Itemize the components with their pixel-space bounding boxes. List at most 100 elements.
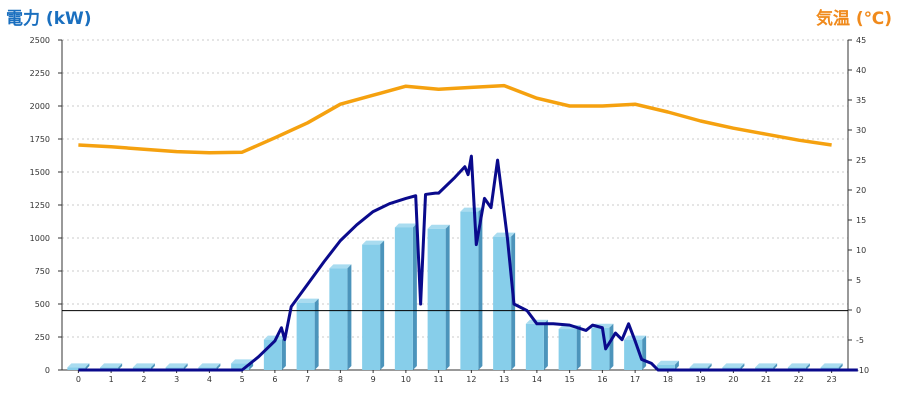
bar-top [231, 359, 254, 364]
bar-side [642, 335, 647, 370]
bar [493, 236, 512, 370]
left-tick-label: 750 [35, 267, 50, 276]
bar-side [838, 363, 843, 370]
power-line [78, 154, 858, 372]
right-tick-label: -5 [856, 336, 864, 345]
left-axis-title: 電力 (kW) [6, 9, 92, 29]
right-tick-label: 20 [856, 186, 866, 195]
x-tick-label: 21 [761, 375, 771, 384]
bar-top [787, 363, 810, 368]
right-tick-label: 25 [856, 156, 866, 165]
x-tick-label: 10 [401, 375, 411, 384]
right-tick-label: -10 [856, 366, 869, 375]
x-tick-label: 15 [565, 375, 575, 384]
bar-side [707, 363, 712, 370]
x-tick-label: 12 [466, 375, 476, 384]
bar-side [183, 363, 188, 370]
left-tick-label: 1750 [30, 135, 50, 144]
x-tick-label: 8 [338, 375, 343, 384]
bar-top [362, 240, 385, 245]
bar-side [85, 363, 90, 370]
bar-side [412, 223, 417, 370]
bar-side [740, 363, 745, 370]
left-tick-label: 1000 [30, 234, 50, 243]
bar [67, 367, 86, 370]
bar-side [347, 264, 352, 370]
bar-side [216, 363, 221, 370]
x-tick-label: 19 [696, 375, 706, 384]
right-tick-label: 15 [856, 216, 866, 225]
bar-top [165, 363, 188, 368]
bar-top [689, 363, 712, 368]
bar-side [445, 224, 450, 370]
x-tick-label: 4 [207, 375, 212, 384]
x-tick-label: 18 [663, 375, 673, 384]
left-tick-label: 2250 [30, 69, 50, 78]
bar-top [656, 360, 679, 365]
left-tick-label: 1500 [30, 168, 50, 177]
bar-side [773, 363, 778, 370]
bar-side [314, 298, 319, 370]
bar-top [427, 224, 450, 229]
left-tick-label: 500 [35, 300, 50, 309]
x-tick-label: 20 [728, 375, 738, 384]
bar [558, 329, 577, 370]
x-tick-label: 16 [597, 375, 607, 384]
left-tick-label: 2000 [30, 102, 50, 111]
x-tick-label: 0 [76, 375, 81, 384]
bar [460, 211, 479, 370]
bar-top [198, 363, 221, 368]
bar-top [755, 363, 778, 368]
bar-side [478, 207, 483, 370]
bar-side [576, 325, 581, 370]
bar [329, 268, 348, 370]
bar-side [674, 360, 679, 370]
bar-top [493, 232, 516, 237]
right-tick-label: 5 [856, 276, 861, 285]
bar-top [820, 363, 843, 368]
x-tick-label: 11 [434, 375, 444, 384]
x-tick-label: 1 [109, 375, 114, 384]
left-tick-label: 250 [35, 333, 50, 342]
bar-top [394, 223, 417, 228]
x-tick-label: 17 [630, 375, 640, 384]
x-tick-label: 9 [371, 375, 376, 384]
right-tick-label: 30 [856, 126, 866, 135]
x-tick-label: 13 [499, 375, 509, 384]
right-tick-label: 40 [856, 66, 866, 75]
bar-side [609, 323, 614, 370]
x-tick-label: 7 [305, 375, 310, 384]
x-tick-label: 23 [827, 375, 837, 384]
x-tick-label: 5 [240, 375, 245, 384]
bar-top [722, 363, 745, 368]
right-tick-label: 0 [856, 306, 861, 315]
left-tick-label: 1250 [30, 201, 50, 210]
bar [525, 323, 544, 370]
right-tick-label: 10 [856, 246, 866, 255]
bar-top [329, 264, 352, 269]
left-tick-label: 0 [45, 366, 50, 375]
bar [296, 302, 315, 370]
left-tick-label: 2500 [30, 36, 50, 45]
bar [427, 228, 446, 370]
bar [394, 227, 413, 370]
x-tick-label: 2 [141, 375, 146, 384]
bar [231, 363, 250, 370]
bar-side [118, 363, 123, 370]
bar-side [805, 363, 810, 370]
x-tick-label: 14 [532, 375, 542, 384]
bar-side [150, 363, 155, 370]
x-tick-label: 3 [174, 375, 179, 384]
bar-top [67, 363, 90, 368]
x-tick-label: 6 [272, 375, 277, 384]
bar-side [380, 240, 385, 370]
bar-top [100, 363, 123, 368]
x-tick-label: 22 [794, 375, 804, 384]
bar-side [543, 319, 548, 370]
right-tick-label: 45 [856, 36, 866, 45]
bar-side [281, 335, 286, 370]
right-axis-title: 気温 (℃) [815, 9, 892, 29]
bar-top [460, 207, 483, 212]
bar [362, 244, 381, 370]
